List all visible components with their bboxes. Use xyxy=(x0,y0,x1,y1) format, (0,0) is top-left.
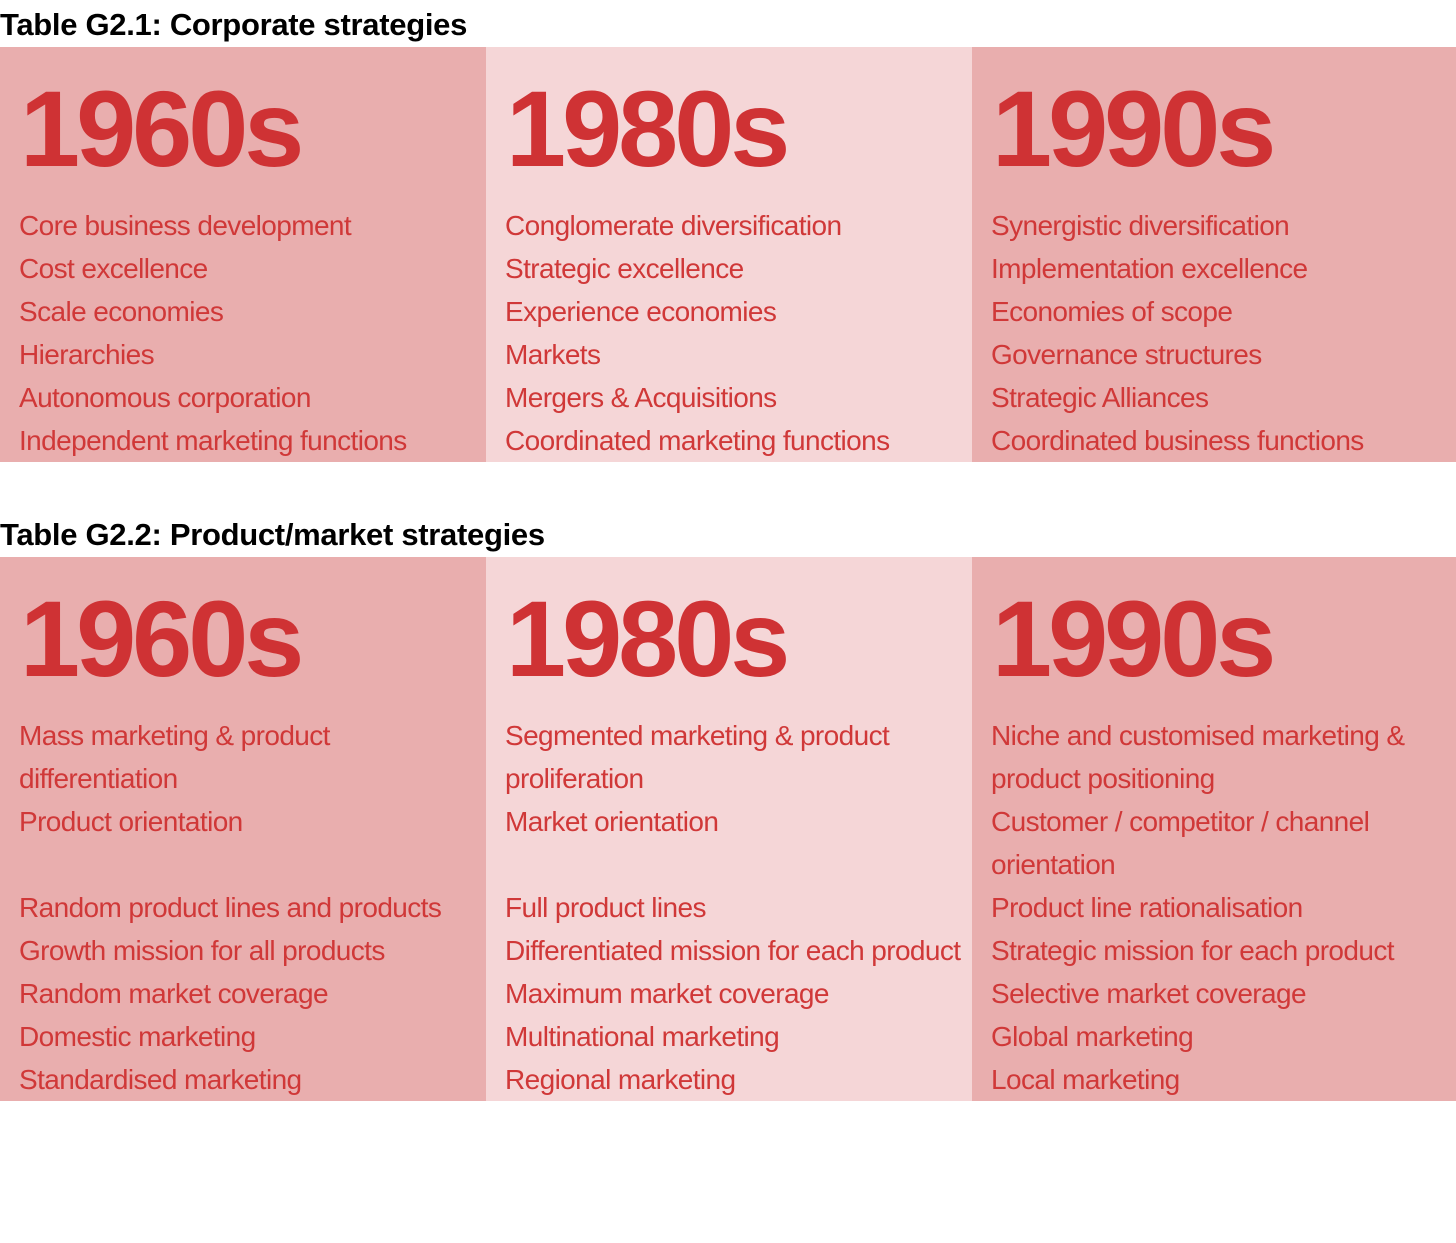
column-heading: 1990s xyxy=(972,557,1456,714)
table-cell: Domestic marketing xyxy=(0,1015,486,1058)
table-section: Table G2.2: Product/market strategies 196… xyxy=(0,510,1456,1101)
column-heading: 1960s xyxy=(0,557,486,714)
table-cell: Customer / competitor / channel orientat… xyxy=(972,800,1456,886)
table-cell: Governance structures xyxy=(972,333,1456,376)
table-cell: Local marketing xyxy=(972,1058,1456,1101)
table-cell: Synergistic diversification xyxy=(972,204,1456,247)
table-cell: Implementation excellence xyxy=(972,247,1456,290)
table-cell: Global marketing xyxy=(972,1015,1456,1058)
table-cell: Niche and customised marketing & product… xyxy=(972,714,1456,800)
table-cell: Strategic mission for each product xyxy=(972,929,1456,972)
table-cell: Autonomous corporation xyxy=(0,376,486,419)
column-heading: 1980s xyxy=(486,557,972,714)
table-cell: Maximum market coverage xyxy=(486,972,972,1015)
table-title: Table G2.1: Corporate strategies xyxy=(0,7,468,42)
table-cell: Multinational marketing xyxy=(486,1015,972,1058)
table-section: Table G2.1: Corporate strategies 1960s 198… xyxy=(0,0,1456,462)
table: 1960s 1980s 1990s Core business development… xyxy=(0,47,1456,462)
table-title: Table G2.2: Product/market strategies xyxy=(0,517,545,552)
table-cell: Market orientation xyxy=(486,800,972,886)
table-cell: Core business development xyxy=(0,204,486,247)
table-cell: Cost excellence xyxy=(0,247,486,290)
table: 1960s 1980s 1990s Mass marketing & product … xyxy=(0,557,1456,1101)
document: Table G2.1: Corporate strategies 1960s 198… xyxy=(0,0,1456,1101)
table-cell: Standardised marketing xyxy=(0,1058,486,1101)
table-cell: Product orientation xyxy=(0,800,486,886)
table-cell: Experience economies xyxy=(486,290,972,333)
table-cell: Conglomerate diversification xyxy=(486,204,972,247)
table-cell: Strategic Alliances xyxy=(972,376,1456,419)
column-heading: 1960s xyxy=(0,47,486,204)
table-cell: Independent marketing functions xyxy=(0,419,486,462)
table-cell: Strategic excellence xyxy=(486,247,972,290)
table-cell: Random market coverage xyxy=(0,972,486,1015)
table-cell: Markets xyxy=(486,333,972,376)
table-cell: Growth mission for all products xyxy=(0,929,486,972)
column-heading: 1990s xyxy=(972,47,1456,204)
column-heading: 1980s xyxy=(486,47,972,204)
table-cell: Mass marketing & product differentiation xyxy=(0,714,486,800)
table-cell: Hierarchies xyxy=(0,333,486,376)
table-cell: Regional marketing xyxy=(486,1058,972,1101)
table-cell: Economies of scope xyxy=(972,290,1456,333)
table-cell: Coordinated marketing functions xyxy=(486,419,972,462)
table-cell: Segmented marketing & product proliferat… xyxy=(486,714,972,800)
table-cell: Product line rationalisation xyxy=(972,886,1456,929)
table-cell: Full product lines xyxy=(486,886,972,929)
table-cell: Mergers & Acquisitions xyxy=(486,376,972,419)
table-cell: Coordinated business functions xyxy=(972,419,1456,462)
table-cell: Random product lines and products xyxy=(0,886,486,929)
table-cell: Differentiated mission for each product xyxy=(486,929,972,972)
table-cell: Selective market coverage xyxy=(972,972,1456,1015)
table-cell: Scale economies xyxy=(0,290,486,333)
